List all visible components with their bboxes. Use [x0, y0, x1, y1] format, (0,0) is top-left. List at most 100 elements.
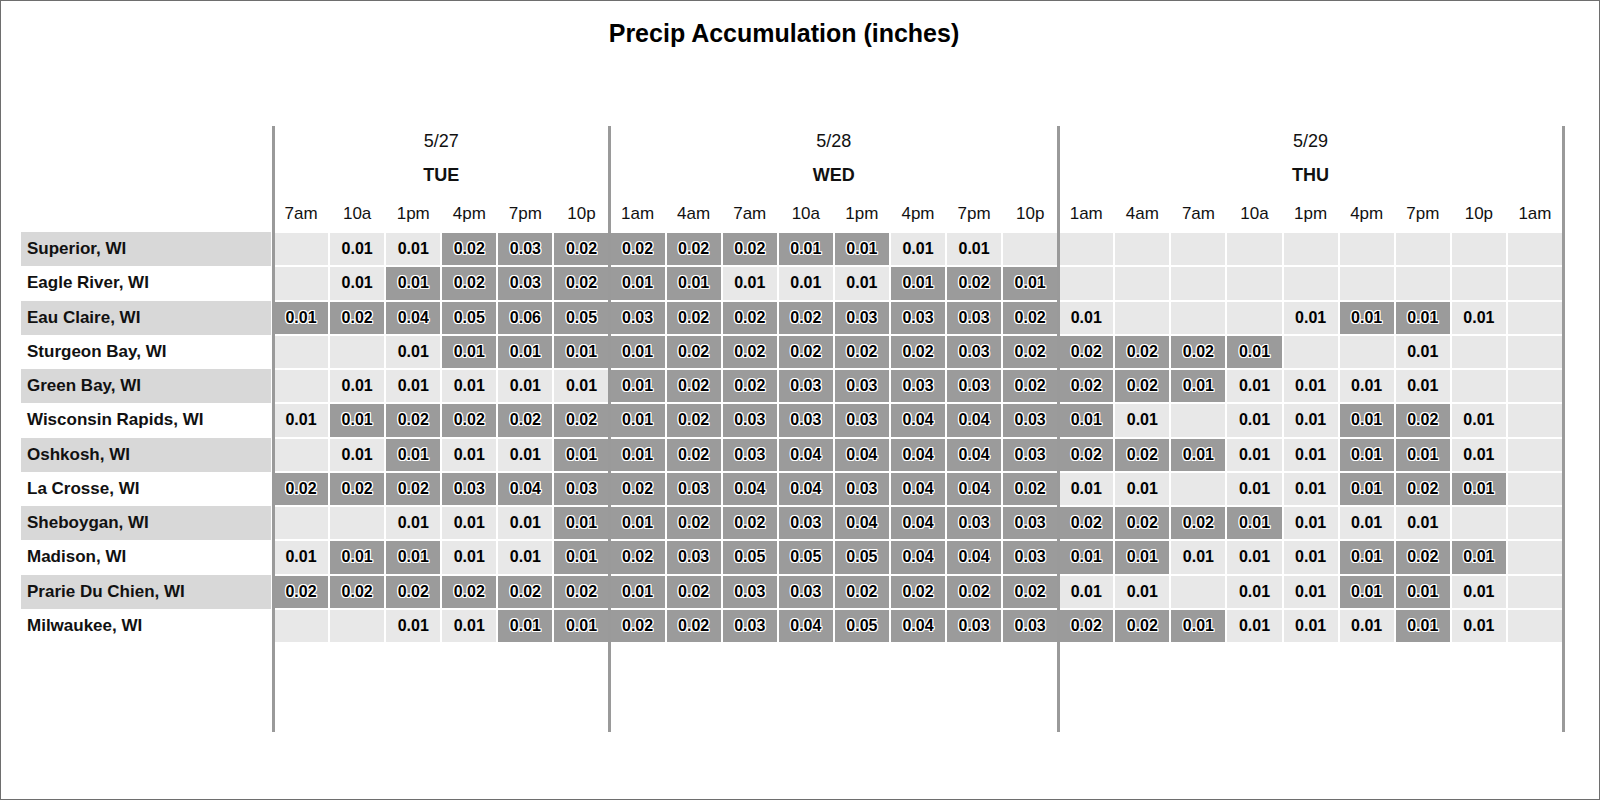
- grid-cell: 0.04: [890, 540, 946, 574]
- grid-cell: 0.02: [1114, 438, 1170, 472]
- grid-cell: 0.01: [1226, 369, 1282, 403]
- grid-cell: [329, 609, 385, 643]
- grid-cell: 0.01: [610, 438, 666, 472]
- grid-cell: 0.02: [666, 438, 722, 472]
- grid-cell: 0.03: [610, 301, 666, 335]
- grid-cell: 0.01: [1339, 369, 1395, 403]
- grid-cell: 0.01: [497, 506, 553, 540]
- grid-cell: [1170, 472, 1226, 506]
- grid-cell: 0.02: [778, 335, 834, 369]
- grid-cell: 0.02: [553, 575, 609, 609]
- grid-cell: 0.01: [385, 506, 441, 540]
- grid-cell: 0.03: [1002, 540, 1058, 574]
- time-label: 1pm: [385, 199, 441, 229]
- grid-cell: 0.03: [497, 232, 553, 266]
- grid-cell: 0.02: [497, 403, 553, 437]
- date-label: 5/29: [1058, 127, 1563, 155]
- time-label: 10a: [778, 199, 834, 229]
- grid-cell: 0.02: [441, 232, 497, 266]
- grid-cell: 0.02: [666, 232, 722, 266]
- grid-cell: 0.05: [553, 301, 609, 335]
- grid-cell: 0.01: [329, 232, 385, 266]
- chart-title: Precip Accumulation (inches): [1, 19, 1567, 48]
- grid-cell: [1170, 575, 1226, 609]
- grid-cell: [1339, 266, 1395, 300]
- grid-cell: 0.01: [1058, 575, 1114, 609]
- time-label: 7am: [722, 199, 778, 229]
- grid-cell: 0.04: [778, 609, 834, 643]
- grid-cell: [329, 506, 385, 540]
- row-label: Green Bay, WI: [21, 369, 271, 403]
- section-divider-line: [608, 126, 611, 732]
- grid-cell: [1170, 266, 1226, 300]
- grid-cell: 0.04: [722, 472, 778, 506]
- weekday-label: TUE: [273, 161, 610, 189]
- grid-cell: 0.01: [1226, 540, 1282, 574]
- grid-cell: 0.01: [1283, 575, 1339, 609]
- grid-cell: 0.01: [497, 540, 553, 574]
- grid-cell: 0.01: [1283, 369, 1339, 403]
- grid-cell: [1507, 335, 1563, 369]
- grid-cell: 0.02: [722, 506, 778, 540]
- grid-cell: 0.03: [441, 472, 497, 506]
- grid-cell: 0.01: [273, 301, 329, 335]
- grid-cell: 0.03: [834, 472, 890, 506]
- grid-cell: [1507, 266, 1563, 300]
- grid-cell: [273, 266, 329, 300]
- grid-cell: [1114, 232, 1170, 266]
- row-label: Wisconsin Rapids, WI: [21, 403, 271, 437]
- grid-cell: [1058, 266, 1114, 300]
- row-label: Sheboygan, WI: [21, 506, 271, 540]
- grid-cell: 0.01: [497, 369, 553, 403]
- grid-cell: 0.05: [722, 540, 778, 574]
- grid-cell: [1170, 232, 1226, 266]
- grid-cell: [1507, 575, 1563, 609]
- grid-cell: 0.01: [497, 335, 553, 369]
- time-label: 10a: [1226, 199, 1282, 229]
- grid-cell: 0.01: [497, 438, 553, 472]
- grid-cell: 0.02: [666, 335, 722, 369]
- grid-cell: 0.01: [834, 232, 890, 266]
- weekday-label: THU: [1058, 161, 1563, 189]
- grid-cell: 0.01: [1226, 335, 1282, 369]
- grid-cell: 0.01: [890, 266, 946, 300]
- grid-cell: 0.01: [1170, 609, 1226, 643]
- grid-cell: 0.02: [666, 575, 722, 609]
- grid-cell: 0.01: [553, 540, 609, 574]
- grid-cell: 0.01: [1451, 301, 1507, 335]
- grid-cell: 0.01: [385, 335, 441, 369]
- grid-cell: 0.02: [1058, 438, 1114, 472]
- grid-cell: 0.01: [610, 575, 666, 609]
- grid-cell: 0.03: [946, 335, 1002, 369]
- grid-cell: 0.03: [946, 301, 1002, 335]
- grid-cell: 0.01: [1058, 301, 1114, 335]
- time-label: 4am: [666, 199, 722, 229]
- time-label: 10p: [553, 199, 609, 229]
- section-divider-line: [1057, 126, 1060, 732]
- grid-cell: 0.01: [329, 540, 385, 574]
- grid-cell: 0.04: [778, 438, 834, 472]
- time-header-row: 7am10a1pm4pm7pm10p1am4am7am10a1pm4pm7pm1…: [273, 199, 1563, 229]
- grid-cell: 0.03: [778, 575, 834, 609]
- grid-cell: 0.04: [778, 472, 834, 506]
- grid-cell: 0.03: [722, 403, 778, 437]
- grid-cell: 0.01: [610, 403, 666, 437]
- grid-cell: [1226, 301, 1282, 335]
- row-label: La Crosse, WI: [21, 472, 271, 506]
- grid-cell: 0.01: [329, 369, 385, 403]
- row-label: Eagle River, WI: [21, 266, 271, 300]
- grid-cell: 0.03: [946, 506, 1002, 540]
- grid-cell: 0.01: [778, 232, 834, 266]
- grid-cell: 0.04: [890, 609, 946, 643]
- grid-cell: 0.02: [553, 403, 609, 437]
- grid-cell: 0.02: [1395, 540, 1451, 574]
- grid-cell: 0.01: [497, 609, 553, 643]
- grid-cell: 0.04: [946, 438, 1002, 472]
- grid-cell: 0.02: [666, 506, 722, 540]
- row-label: Superior, WI: [21, 232, 271, 266]
- grid-cell: 0.01: [1226, 472, 1282, 506]
- grid-cell: 0.03: [946, 369, 1002, 403]
- grid-cell: 0.01: [1283, 540, 1339, 574]
- grid-cell: 0.01: [946, 232, 1002, 266]
- grid-cell: 0.02: [778, 301, 834, 335]
